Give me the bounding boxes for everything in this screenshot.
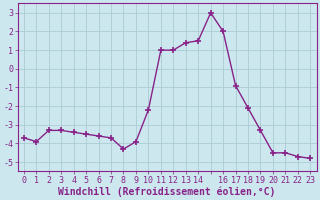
X-axis label: Windchill (Refroidissement éolien,°C): Windchill (Refroidissement éolien,°C)	[58, 186, 276, 197]
